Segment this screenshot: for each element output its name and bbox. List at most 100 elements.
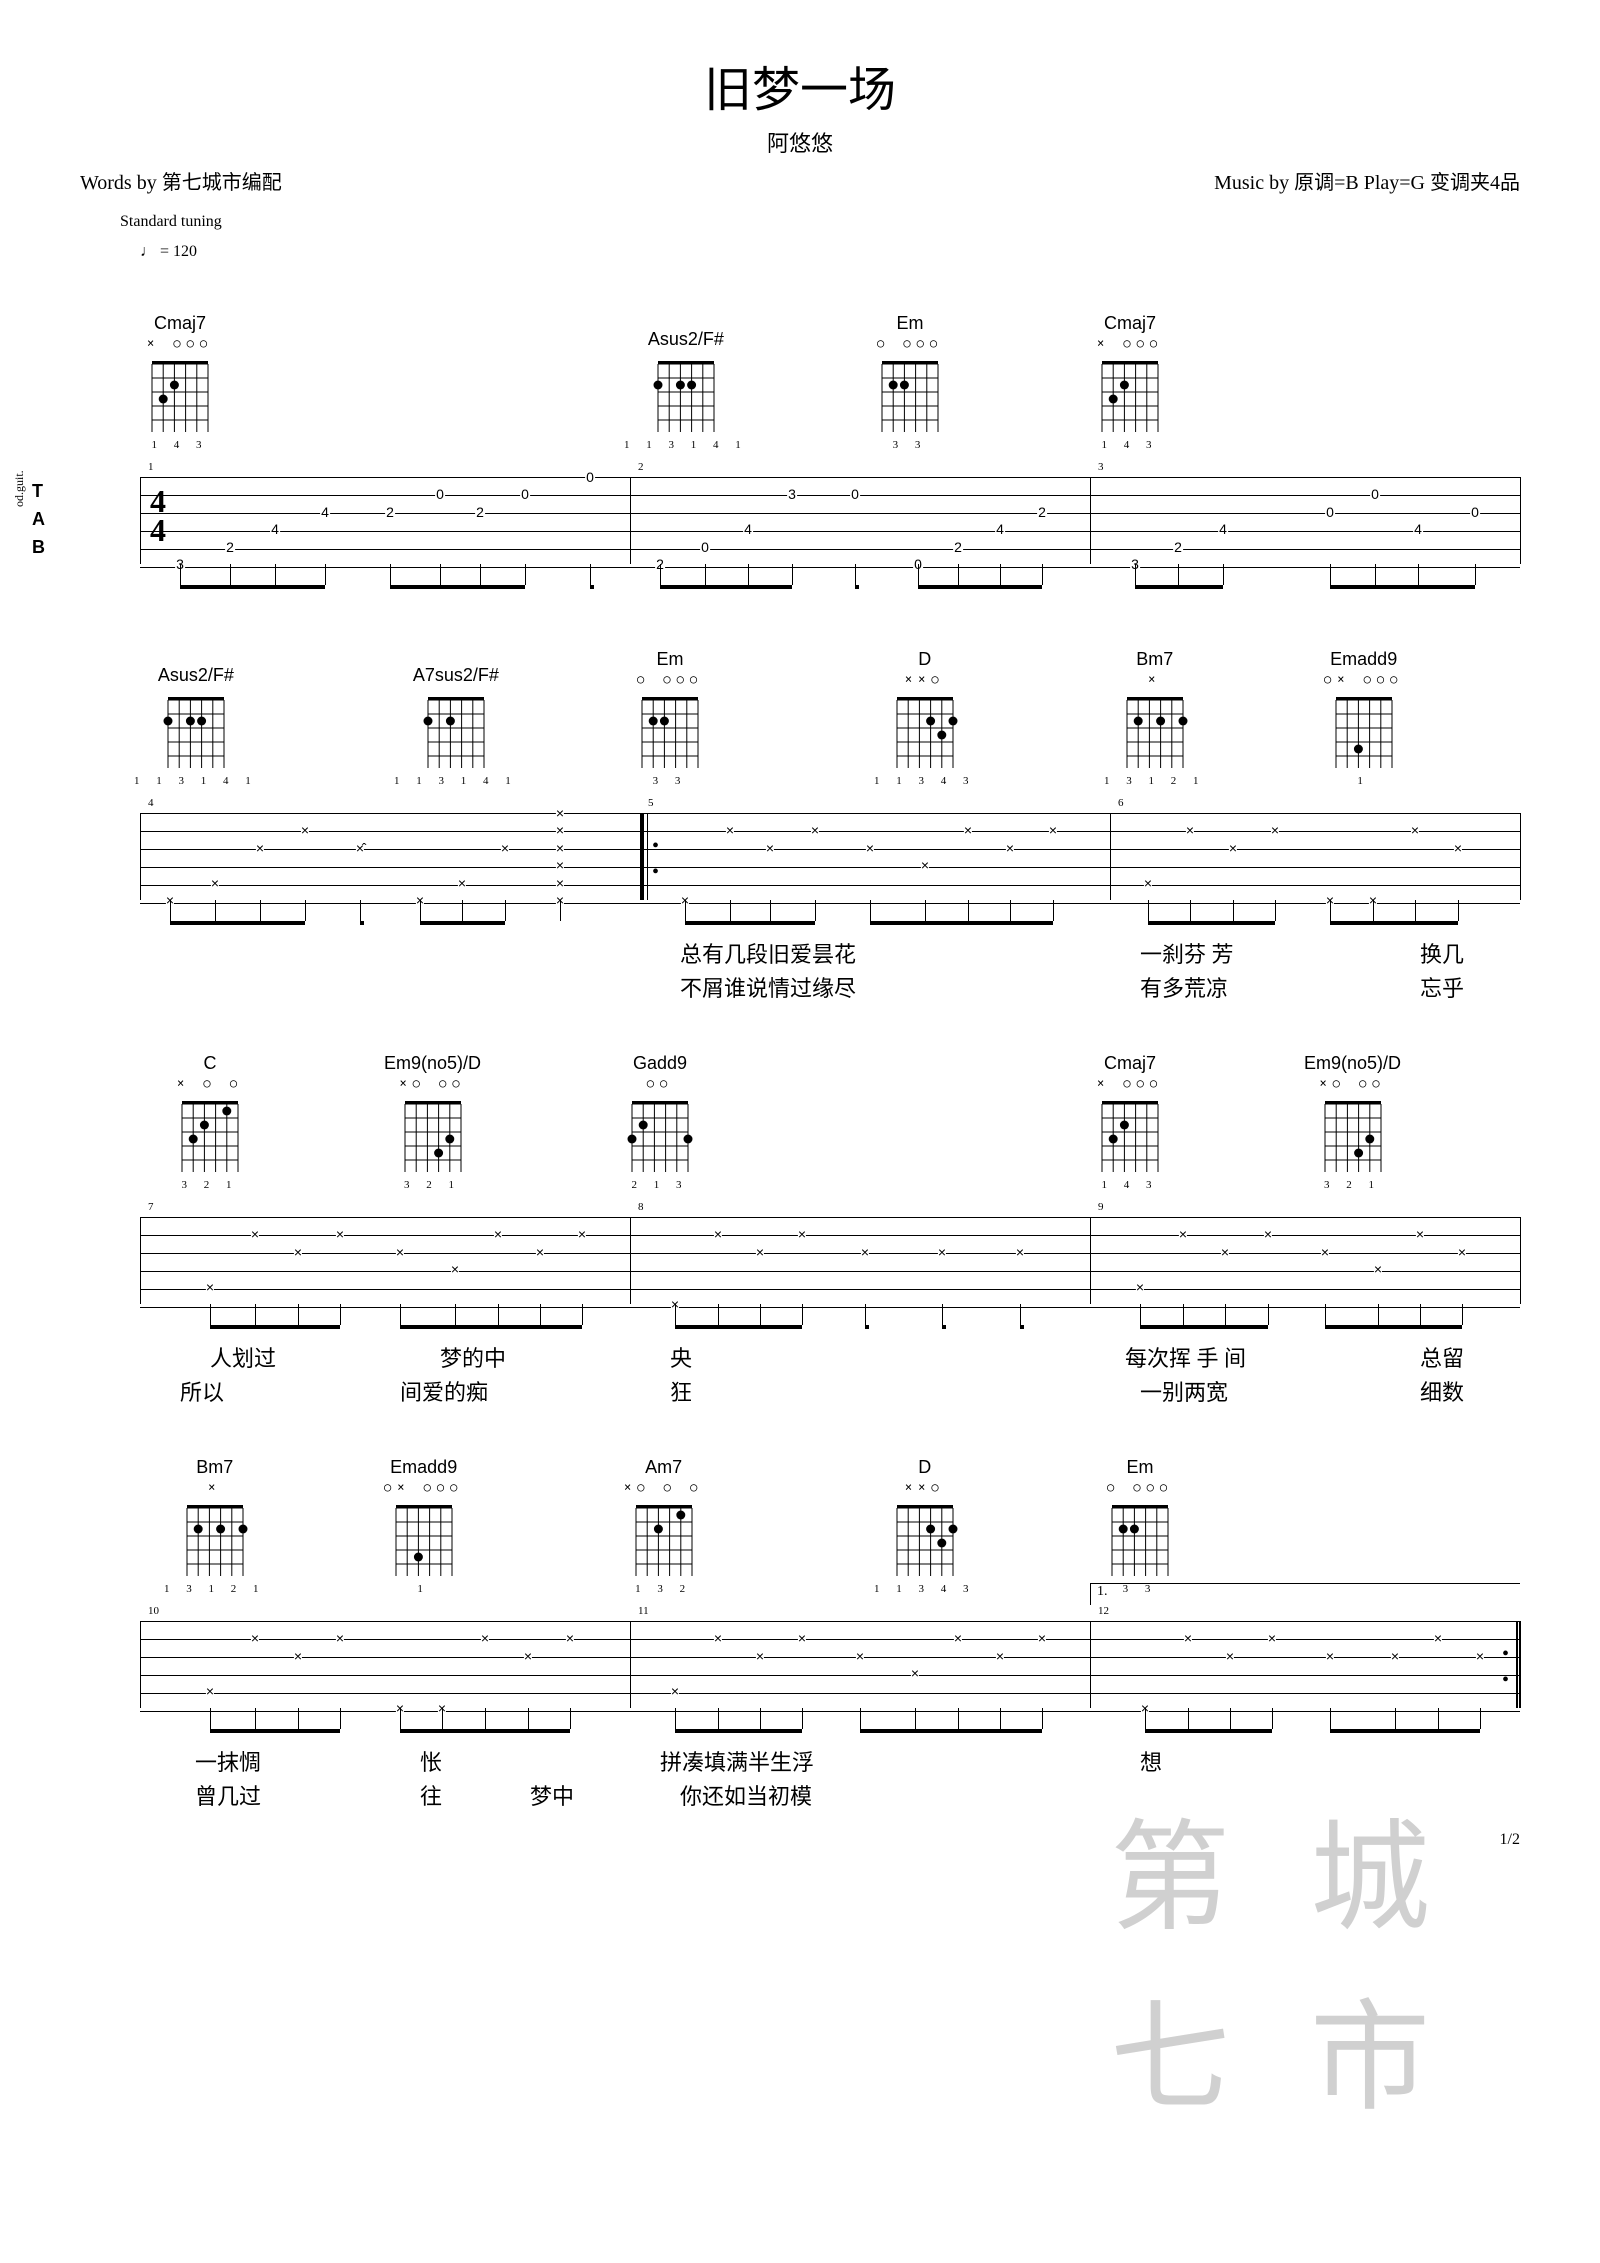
tab-mute-x: × [536,1244,544,1260]
tab-mute-x: × [1391,1648,1399,1664]
barline [1110,813,1111,900]
chord-name: Emadd9 [384,1457,463,1478]
tab-mute-x: × [1221,1244,1229,1260]
lyric-syllable: 总有几段旧爱昙花 [680,937,856,969]
barline [140,1621,141,1708]
measure-number: 8 [638,1201,644,1213]
lyric-syllable: 往 [420,1779,442,1811]
system: Cmaj7 × ○○○ 1 4 3Asus2/F# 1 1 3 1 4 1Em … [80,301,1520,597]
tab-fret-number: 0 [435,486,445,502]
beam [855,585,859,589]
tab-mute-x: × [798,1630,806,1646]
beam [360,921,364,925]
barline [630,1217,631,1304]
lyric-syllable: 总留 [1420,1341,1464,1373]
tab-mute-x: × [1264,1226,1272,1242]
tab-staff: ••1011121.×××××××××××××××××××××××××× [80,1601,1520,1741]
beam [1135,585,1223,589]
chord-open-marks: × ○○○ [1094,336,1166,350]
chord-open-marks: ○× ○○○ [1324,672,1403,686]
beam [675,1729,802,1733]
tab-mute-x: × [856,1648,864,1664]
tab-mute-x: × [294,1244,302,1260]
chord-diagram: A7sus2/F# 1 1 3 1 4 1 [394,665,518,787]
words-by: Words by 第七城市编配 [80,166,282,195]
measure-number: 12 [1098,1605,1109,1617]
chord-name: Am7 [624,1457,703,1478]
chord-diagram: Em ○ ○○○ 3 3 [874,313,946,451]
beam [860,1729,1042,1733]
beam [420,921,505,925]
tab-mute-x: × [1186,822,1194,838]
tab-mute-x: × [1268,1630,1276,1646]
measure-number: 5 [648,797,654,809]
tab-mute-x: × [1416,1226,1424,1242]
tab-mute-x: × [1434,1630,1442,1646]
chord-diagram: Em9(no5)/D ×○ ○○ 3 2 1 [384,1053,481,1191]
chord-name: A7sus2/F# [394,665,518,686]
chord-diagram: Bm7 × 1 3 1 2 1 [164,1457,266,1595]
lyric-syllable: 间爱的痴 [400,1375,488,1407]
tab-fret-number: 4 [743,521,753,537]
tab-fret-number: 3 [787,486,797,502]
chord-name: Bm7 [1104,649,1206,670]
chord-fingering: 3 2 1 [384,1179,481,1191]
beam [1020,1325,1024,1329]
chord-open-marks: ××○ [874,1480,976,1494]
tab-mute-x: × [256,840,264,856]
beam [1145,1729,1272,1733]
beam [400,1729,570,1733]
chord-name: Em [874,313,946,334]
lyrics-line-1: 总有几段旧爱昙花一刹芬 芳换几 [80,937,1520,967]
lyric-syllable: 细数 [1420,1375,1464,1407]
tab-mute-x: × [1454,840,1462,856]
tab-mute-x: × [1006,840,1014,856]
page-number: 1/2 [1500,1831,1520,1849]
tab-mute-x: × [294,1648,302,1664]
lyric-syllable: 有多荒凉 [1140,971,1228,1003]
lyric-syllable: 人划过 [210,1341,276,1373]
tab-mute-x: × [756,1648,764,1664]
tab-fret-number: 4 [1413,521,1423,537]
chord-name: C [174,1053,246,1074]
lyric-syllable: 想 [1140,1745,1162,1777]
barline [1090,1217,1091,1304]
tab-mute-x: × [501,840,509,856]
tab-mute-x: × [726,822,734,838]
chord-open-marks: ×○ ○ ○ [624,1480,703,1494]
tab-fret-number: 0 [520,486,530,502]
music-by: Music by 原调=B Play=G 变调夹4品 [1214,166,1520,195]
measure-number: 4 [148,797,154,809]
lyric-syllable: 梦中 [530,1779,574,1811]
beam [685,921,815,925]
chord-diagram: Em ○ ○○○ 3 3 [634,649,706,787]
chord-diagram: Gadd9 ○○ 2 1 3 [624,1053,696,1191]
chord-open-marks: ×○ ○○ [1304,1076,1401,1090]
repeat-end-barline [1516,1621,1520,1708]
beam [210,1729,340,1733]
chord-fingering: 1 4 3 [1094,1179,1166,1191]
chord-open-marks: ○○ [624,1076,696,1090]
tab-fret-number: 2 [953,539,963,555]
tab-mute-x: × [811,822,819,838]
chord-name: Bm7 [164,1457,266,1478]
system: Asus2/F# 1 1 3 1 4 1A7sus2/F# 1 1 3 1 4 … [80,637,1520,1001]
beam [1325,1325,1462,1329]
tab-mute-x: × [798,1226,806,1242]
lyric-syllable: 一别两宽 [1140,1375,1228,1407]
lyrics-line-1: 一抹惆怅拼凑填满半生浮想 [80,1745,1520,1775]
chord-fingering: 3 3 [634,775,706,787]
chord-name: D [874,649,976,670]
beam [180,585,325,589]
tuning-label: Standard tuning [120,213,1520,231]
chord-diagram: D ××○ 1 1 3 4 3 [874,1457,976,1595]
chord-diagram: Em ○ ○○○ 3 3 [1104,1457,1176,1595]
beam [170,921,305,925]
chord-fingering: 1 1 3 1 4 1 [394,775,518,787]
tab-mute-x: × [1136,1279,1144,1295]
lyrics-line-2: 不屑谁说情过缘尽有多荒凉忘乎 [80,971,1520,1001]
beam [590,585,594,589]
chord-fingering: 1 4 3 [144,439,216,451]
tab-mute-x: × [1458,1244,1466,1260]
tab-mute-x: × [206,1279,214,1295]
